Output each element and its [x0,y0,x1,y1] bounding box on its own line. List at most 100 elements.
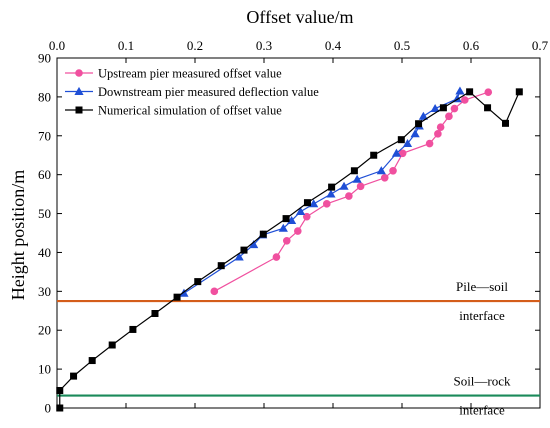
data-point [439,104,447,112]
reference-label-top: Pile—soil [456,279,508,294]
data-point [108,341,116,349]
data-point [240,246,248,254]
data-point [326,189,336,198]
y-tick-label: 40 [38,245,51,260]
data-point [309,199,319,208]
data-point [436,123,445,132]
data-point [356,182,365,191]
data-point [466,88,474,96]
data-point [418,111,428,120]
data-point [294,227,302,235]
x-tick-label: 0.7 [532,38,549,53]
data-point [455,86,465,95]
data-point [56,404,64,412]
data-point [151,310,159,317]
data-point [415,120,423,128]
x-tick-label: 0.5 [394,38,410,53]
y-tick-label: 20 [38,323,51,338]
y-tick-label: 90 [38,51,51,66]
data-point [402,138,413,148]
data-point [350,167,358,175]
reference-lines-layer: Pile—soil interface Soil—rock interface [57,279,540,418]
x-tick-label: 0.1 [118,38,134,53]
legend-label: Upstream pier measured offset value [98,67,282,81]
y-tick-label: 10 [38,362,51,377]
data-point [56,387,64,394]
series-layer [56,86,523,412]
legend: Upstream pier measured offset value Downs… [65,67,319,118]
x-tick-label: 0.3 [256,38,272,53]
data-point [484,88,493,97]
data-point [460,96,469,104]
legend-item: Numerical simulation of offset value [65,104,282,118]
data-point [398,149,407,158]
data-point [484,104,492,112]
y-axis-title: Height position/m [8,170,28,301]
x-tick-label: 0.4 [325,38,342,53]
data-point [515,88,523,96]
y-tick-label: 70 [38,128,51,143]
data-point [502,119,509,127]
y-tick-label: 0 [45,401,52,416]
y-tick-label: 80 [38,89,51,104]
data-point [70,372,78,380]
data-point [345,192,353,200]
data-point [210,287,219,296]
plot-frame [56,57,541,409]
data-point [249,240,259,249]
data-point [272,253,281,261]
reference-label-bottom: interface [459,403,505,418]
data-point [397,136,405,144]
data-point [282,236,291,245]
y-tick-label: 50 [38,206,51,221]
data-point [194,278,202,286]
x-tick-label: 0.0 [49,38,65,53]
series-1 [210,88,493,296]
reference-label-top: Soil—rock [453,374,511,389]
data-point [88,357,96,365]
data-point [295,207,306,216]
data-point [410,129,420,138]
data-point [391,148,402,157]
data-point [376,166,386,175]
x-tick-label: 0.2 [187,38,203,53]
data-point [445,112,453,121]
x-axis-title: Offset value/m [246,7,353,27]
data-point [450,104,459,113]
x-tick-label: 0.6 [463,38,480,53]
legend-item: Upstream pier measured offset value [65,67,282,81]
data-point [322,200,331,208]
reference-label-bottom: interface [459,308,505,323]
y-tick-label: 60 [38,167,51,182]
legend-swatch-marker [74,86,84,95]
data-point [173,293,181,301]
y-tick-label: 30 [38,284,51,299]
legend-swatch-marker [75,106,83,114]
data-point [380,173,389,182]
data-point [278,223,288,232]
data-point [389,166,397,175]
legend-label: Numerical simulation of offset value [98,104,282,118]
legend-label: Downstream pier measured deflection valu… [98,85,319,99]
data-point [425,139,434,148]
legend-item: Downstream pier measured deflection valu… [65,85,319,99]
series-line [214,91,489,292]
data-point [352,174,362,183]
data-point [234,252,244,261]
data-point [370,151,378,159]
data-point [282,215,290,223]
data-point [129,325,137,333]
data-point [303,199,311,207]
series-3 [56,88,523,412]
ticks-layer: 0.0 0.1 0.2 0.3 0.4 0.5 0.6 0.7 0 10 20 30 40 50 60 70 8… [38,38,549,416]
data-point [434,130,442,138]
series-line [59,91,520,408]
data-point [217,262,225,270]
data-point [339,181,349,190]
legend-swatch-marker [75,69,83,77]
data-point [430,103,440,113]
data-point [328,183,336,191]
data-point [259,230,267,238]
